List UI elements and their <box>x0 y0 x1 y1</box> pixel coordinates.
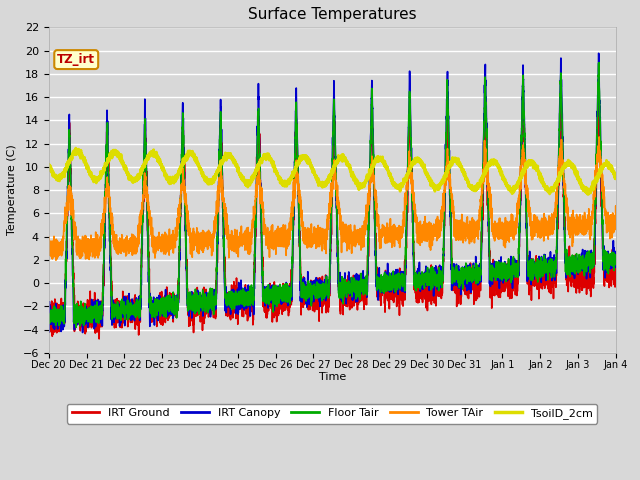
Line: TsoilD_2cm: TsoilD_2cm <box>49 148 616 194</box>
Line: IRT Ground: IRT Ground <box>49 89 616 339</box>
Tower TAir <box>45 248 52 254</box>
IRT Canopy <box>612 263 620 268</box>
IRT Canopy <box>611 257 619 263</box>
IRT Ground <box>428 276 436 282</box>
IRT Canopy <box>460 272 467 278</box>
Tower TAir <box>52 257 60 263</box>
Floor Tair <box>611 262 619 267</box>
TsoilD_2cm <box>45 162 52 168</box>
IRT Ground <box>147 307 155 313</box>
TsoilD_2cm <box>584 192 592 197</box>
TsoilD_2cm <box>460 169 467 175</box>
X-axis label: Time: Time <box>319 372 346 382</box>
Y-axis label: Temperature (C): Temperature (C) <box>7 144 17 235</box>
IRT Canopy <box>428 269 436 275</box>
TsoilD_2cm <box>428 181 436 187</box>
Tower TAir <box>612 215 620 220</box>
IRT Canopy <box>595 50 602 56</box>
IRT Ground <box>595 86 603 92</box>
Title: Surface Temperatures: Surface Temperatures <box>248 7 417 22</box>
Floor Tair <box>595 60 603 66</box>
Floor Tair <box>492 270 500 276</box>
Tower TAir <box>428 235 436 240</box>
Line: Tower TAir: Tower TAir <box>49 137 616 260</box>
Floor Tair <box>45 318 52 324</box>
Floor Tair <box>428 280 436 286</box>
Floor Tair <box>72 324 80 330</box>
Floor Tair <box>312 286 319 292</box>
Tower TAir <box>147 231 155 237</box>
IRT Canopy <box>147 300 155 305</box>
TsoilD_2cm <box>312 173 319 179</box>
IRT Ground <box>95 336 103 342</box>
IRT Canopy <box>492 261 500 267</box>
TsoilD_2cm <box>72 145 79 151</box>
IRT Canopy <box>79 330 86 336</box>
Line: IRT Canopy: IRT Canopy <box>49 53 616 333</box>
Text: TZ_irt: TZ_irt <box>57 53 95 66</box>
TsoilD_2cm <box>147 153 155 158</box>
IRT Ground <box>492 265 500 271</box>
Tower TAir <box>492 224 500 229</box>
Floor Tair <box>147 307 155 313</box>
IRT Canopy <box>45 317 52 323</box>
IRT Canopy <box>312 287 319 293</box>
Tower TAir <box>460 224 467 230</box>
TsoilD_2cm <box>612 176 620 181</box>
Tower TAir <box>611 217 619 223</box>
Line: Floor Tair: Floor Tair <box>49 63 616 327</box>
IRT Ground <box>45 301 52 307</box>
Tower TAir <box>312 240 319 246</box>
IRT Ground <box>460 268 467 274</box>
Tower TAir <box>595 134 603 140</box>
Floor Tair <box>460 270 467 276</box>
IRT Ground <box>612 260 620 266</box>
Legend: IRT Ground, IRT Canopy, Floor Tair, Tower TAir, TsoilD_2cm: IRT Ground, IRT Canopy, Floor Tair, Towe… <box>67 404 598 424</box>
IRT Ground <box>611 269 619 275</box>
Floor Tair <box>612 252 620 258</box>
TsoilD_2cm <box>611 176 619 181</box>
IRT Ground <box>312 291 319 297</box>
TsoilD_2cm <box>492 158 500 164</box>
